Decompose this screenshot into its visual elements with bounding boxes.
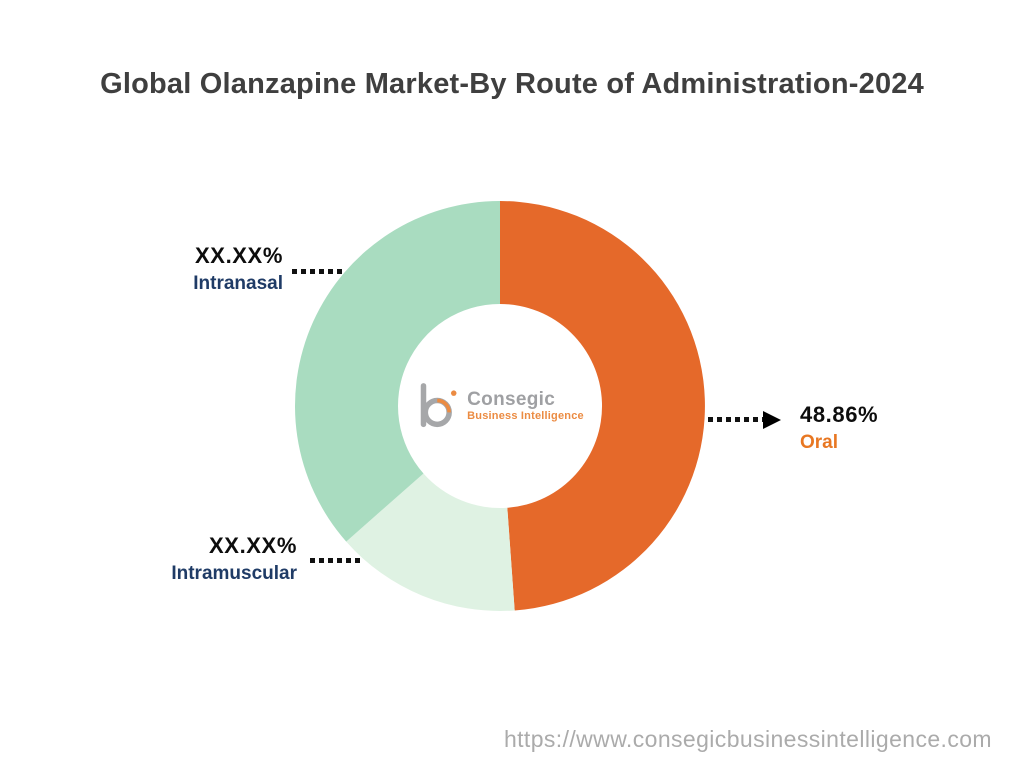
callout-intramuscular: XX.XX% Intramuscular bbox=[171, 533, 297, 585]
donut-segment-intramuscular bbox=[346, 473, 515, 611]
donut-segment-intranasal bbox=[295, 201, 500, 542]
callout-intranasal: XX.XX% Intranasal bbox=[193, 243, 283, 295]
oral-label: Oral bbox=[800, 432, 839, 453]
intramuscular-value: XX.XX% bbox=[209, 533, 297, 558]
leader-line-oral bbox=[708, 417, 764, 422]
intranasal-label: Intranasal bbox=[193, 273, 283, 294]
donut-segment-oral bbox=[500, 201, 705, 611]
logo-company-name: Consegic bbox=[467, 388, 556, 410]
callout-oral: 48.86% Oral bbox=[800, 402, 878, 454]
logo-text: Consegic Business Intelligence bbox=[467, 388, 584, 423]
consegic-logo: Consegic Business Intelligence bbox=[416, 380, 584, 432]
leader-line-intranasal bbox=[292, 269, 346, 274]
donut-chart-area: Consegic Business Intelligence bbox=[290, 196, 710, 616]
leader-line-intramuscular bbox=[310, 558, 364, 563]
website-url: https://www.consegicbusinessintelligence… bbox=[503, 726, 992, 752]
intramuscular-label: Intramuscular bbox=[171, 563, 297, 584]
consegic-logo-icon bbox=[420, 383, 457, 428]
donut-chart bbox=[295, 201, 705, 611]
logo-tagline: Business Intelligence bbox=[467, 410, 584, 423]
arrow-head-oral-icon bbox=[763, 411, 781, 429]
intranasal-value: XX.XX% bbox=[195, 243, 283, 268]
oral-value: 48.86% bbox=[800, 402, 879, 427]
chart-title: Global Olanzapine Market-By Route of Adm… bbox=[100, 68, 924, 100]
